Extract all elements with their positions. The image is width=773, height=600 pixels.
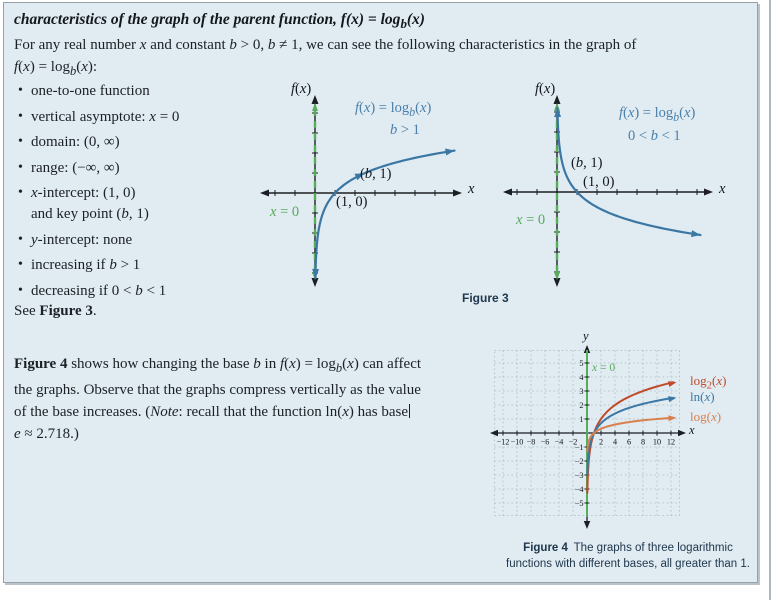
list-item: one-to-one function — [18, 80, 269, 102]
text-cursor — [409, 404, 411, 418]
see-figure-note: See Figure 3. — [14, 303, 97, 319]
curve-condition-label: 0 < b < 1 — [628, 128, 681, 144]
page-right-border — [769, 0, 771, 600]
asymptote-label: x = 0 — [270, 204, 300, 220]
svg-text:−2: −2 — [569, 438, 578, 447]
bullet-list: one-to-one function vertical asymptote: … — [14, 80, 269, 302]
characteristics-list: one-to-one function vertical asymptote: … — [14, 80, 269, 306]
x-axis-label: x — [468, 181, 475, 197]
legend-ln: ln(x) — [690, 389, 715, 404]
svg-text:2: 2 — [599, 438, 603, 447]
svg-text:10: 10 — [653, 438, 661, 447]
y-axis-label: f(x) — [535, 81, 556, 97]
svg-text:−5: −5 — [575, 499, 584, 508]
curve-condition-label: b > 1 — [390, 122, 420, 138]
curve-equation-label: f(x) = logb(x) — [355, 100, 432, 119]
svg-text:−1: −1 — [575, 443, 584, 452]
svg-text:4: 4 — [579, 373, 583, 382]
legend-log2: log2(x) — [690, 373, 727, 392]
panel-title: characteristics of the graph of the pare… — [14, 11, 425, 32]
svg-text:8: 8 — [641, 438, 645, 447]
legend-log: log(x) — [690, 409, 722, 424]
figure3-right-graph: f(x) x f(x) = logb(x) 0 < b < 1 (b, 1) (… — [499, 81, 744, 295]
list-item: x-intercept: (1, 0)and key point (b, 1) — [18, 182, 269, 225]
svg-text:−4: −4 — [555, 438, 564, 447]
svg-text:−3: −3 — [575, 471, 584, 480]
svg-text:−4: −4 — [575, 485, 584, 494]
figure4-paragraph: Figure 4 shows how changing the base b i… — [14, 356, 422, 442]
key-point-b-label: (b, 1) — [571, 155, 603, 171]
svg-text:1: 1 — [579, 415, 583, 424]
svg-text:−10: −10 — [511, 438, 524, 447]
x-axis-label: x — [719, 181, 726, 197]
key-point-b-label: (b, 1) — [360, 166, 392, 182]
figure4-graph: −12 −10 −8 −6 −4 −2 2 4 6 8 10 12 5 4 3 2 1 −1 −2 −3 −4 −5 y … — [487, 329, 773, 538]
characteristics-panel: characteristics of the graph of the pare… — [3, 2, 758, 583]
figure3-left-graph: f(x) x f(x) = logb(x) b > 1 (b, 1) (1, 0… — [256, 81, 494, 295]
asymptote-label: x = 0 — [516, 212, 546, 228]
svg-text:−8: −8 — [527, 438, 536, 447]
list-item: vertical asymptote: x = 0 — [18, 106, 269, 128]
y-axis-label: f(x) — [291, 81, 312, 97]
y-axis-label: y — [583, 329, 589, 343]
list-item: range: (−∞, ∞) — [18, 157, 269, 179]
figure3-left-plot — [260, 95, 462, 287]
svg-text:2: 2 — [579, 401, 583, 410]
x-intercept-label: (1, 0) — [336, 194, 368, 210]
x-intercept-label: (1, 0) — [583, 174, 615, 190]
list-item: y-intercept: none — [18, 229, 269, 251]
svg-text:5: 5 — [579, 359, 583, 368]
svg-text:4: 4 — [613, 438, 617, 447]
asymptote-label: x = 0 — [592, 362, 616, 374]
intro-paragraph: For any real number x and constant b > 0… — [14, 37, 637, 78]
svg-text:−12: −12 — [497, 438, 510, 447]
curve-equation-label: f(x) = logb(x) — [619, 105, 696, 124]
svg-text:6: 6 — [627, 438, 631, 447]
figure3-right-plot — [503, 95, 713, 287]
figure4-caption: Figure 4 The graphs of three logarithmic… — [506, 542, 750, 571]
svg-text:−6: −6 — [541, 438, 550, 447]
figure3-caption: Figure 3 — [462, 291, 509, 305]
list-item: decreasing if 0 < b < 1 — [18, 280, 269, 302]
svg-text:−2: −2 — [575, 457, 584, 466]
svg-text:12: 12 — [667, 438, 675, 447]
svg-text:3: 3 — [579, 387, 583, 396]
list-item: domain: (0, ∞) — [18, 131, 269, 153]
x-axis-label: x — [689, 423, 695, 437]
list-item: increasing if b > 1 — [18, 254, 269, 276]
